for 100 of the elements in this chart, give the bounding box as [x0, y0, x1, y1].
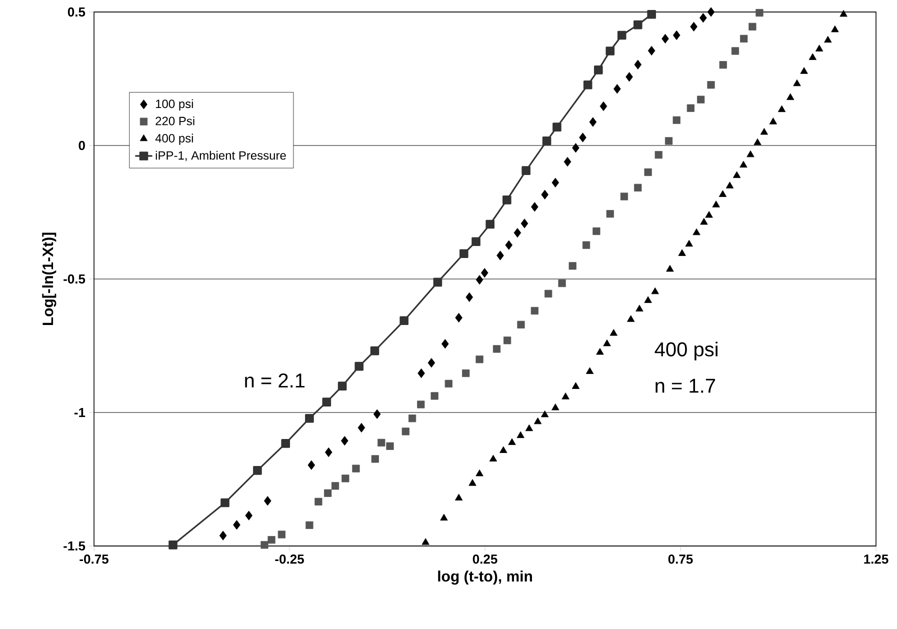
point	[620, 192, 628, 200]
point	[370, 346, 380, 356]
point	[700, 218, 708, 225]
point	[705, 211, 713, 218]
point	[589, 117, 597, 127]
point	[558, 279, 566, 288]
point	[496, 250, 504, 260]
point	[592, 227, 600, 235]
point	[525, 424, 534, 432]
point	[606, 46, 615, 56]
point	[476, 356, 484, 364]
point	[408, 414, 416, 422]
y-tick-label: -1.5	[64, 541, 86, 551]
point	[305, 414, 314, 423]
point	[340, 436, 348, 446]
point	[342, 474, 350, 482]
point	[500, 446, 508, 453]
point	[586, 367, 594, 374]
point	[531, 202, 538, 212]
point	[476, 274, 484, 285]
point	[324, 489, 332, 497]
point	[492, 345, 501, 353]
point	[322, 398, 332, 406]
point	[455, 312, 462, 322]
point	[278, 530, 286, 538]
point	[700, 13, 707, 23]
point	[690, 22, 698, 32]
point	[430, 392, 438, 400]
point	[644, 296, 652, 303]
point	[647, 10, 656, 19]
point	[748, 22, 756, 30]
point	[707, 7, 715, 17]
point	[441, 339, 449, 349]
point	[603, 339, 611, 346]
point	[540, 410, 549, 418]
point	[740, 34, 748, 42]
point	[840, 10, 848, 17]
point	[769, 118, 778, 124]
point	[338, 382, 347, 390]
annotation: 400 psi	[654, 342, 718, 360]
point	[731, 47, 740, 55]
point	[662, 34, 669, 44]
point	[651, 287, 659, 294]
point	[808, 53, 816, 60]
x-tick-label: 1.25	[864, 554, 888, 564]
point	[800, 67, 808, 74]
point	[245, 510, 252, 520]
x-tick-label: 0.75	[668, 554, 693, 564]
point	[686, 104, 694, 112]
point	[596, 348, 604, 355]
point	[260, 541, 268, 549]
point	[534, 417, 542, 424]
point	[778, 105, 786, 112]
point	[583, 80, 592, 90]
y-tick-label: -1	[74, 408, 86, 417]
point	[831, 25, 839, 32]
point	[503, 336, 512, 344]
point	[633, 20, 642, 30]
point	[517, 320, 525, 328]
point	[568, 262, 576, 270]
point	[815, 44, 824, 52]
point	[636, 304, 644, 312]
point	[306, 521, 314, 529]
point	[664, 137, 673, 145]
point	[168, 540, 178, 550]
point	[358, 422, 366, 433]
point	[480, 268, 488, 278]
point	[627, 315, 635, 322]
y-tick-label: -0.5	[64, 274, 86, 284]
point	[634, 60, 642, 70]
point	[626, 72, 633, 82]
point	[732, 171, 741, 178]
point	[489, 454, 498, 462]
point	[606, 210, 614, 218]
point	[219, 530, 227, 540]
point	[793, 79, 801, 86]
point	[314, 498, 322, 506]
legend-label: 220 Psi	[156, 116, 194, 126]
x-tick-label: -0.75	[80, 554, 108, 564]
point	[692, 228, 700, 236]
point	[542, 136, 552, 146]
point	[233, 520, 240, 530]
point	[472, 237, 480, 246]
point	[544, 290, 552, 298]
point	[508, 438, 516, 445]
point	[634, 184, 642, 192]
point	[433, 278, 442, 287]
point	[541, 190, 548, 200]
point	[600, 101, 608, 112]
point	[324, 447, 332, 458]
point	[760, 128, 768, 135]
point	[522, 166, 530, 175]
point	[666, 264, 674, 272]
point	[614, 84, 621, 94]
point	[516, 431, 524, 438]
point	[562, 392, 570, 400]
point	[654, 151, 662, 159]
point	[308, 460, 316, 470]
point	[672, 30, 680, 40]
point	[582, 241, 590, 249]
